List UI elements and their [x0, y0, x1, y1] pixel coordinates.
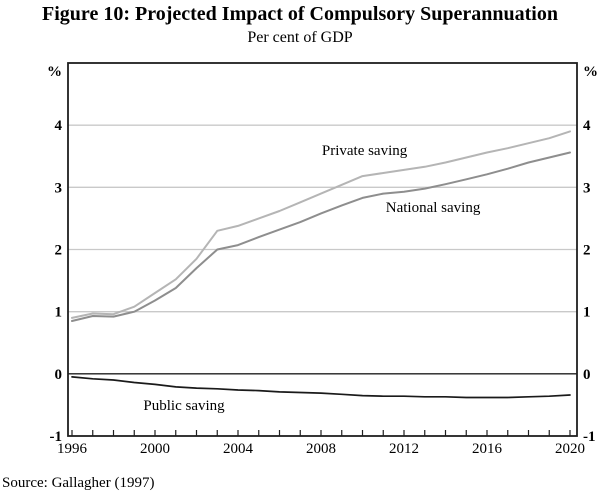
y-axis-label-right--1: -1 [583, 429, 596, 445]
series-line-private-saving [71, 130, 571, 319]
x-axis-label-2000: 2000 [140, 441, 170, 457]
y-axis-label-right-0: 0 [583, 367, 591, 383]
x-axis-label-2008: 2008 [306, 441, 336, 457]
figure-subtitle: Per cent of GDP [247, 29, 353, 46]
y-axis-unit-right: % [583, 64, 598, 80]
y-axis-unit-left: % [47, 64, 62, 80]
y-axis-label-left--1: -1 [50, 429, 63, 445]
x-axis-label-1996: 1996 [57, 441, 88, 457]
x-axis-label-2020: 2020 [555, 441, 585, 457]
y-axis-label-left-3: 3 [55, 180, 63, 196]
y-axis-label-left-0: 0 [55, 367, 63, 383]
y-axis-label-left-1: 1 [55, 305, 63, 321]
y-axis-label-right-3: 3 [583, 180, 591, 196]
x-axis-label-2004: 2004 [223, 441, 254, 457]
series-label-public-saving: Public saving [143, 398, 225, 414]
y-axis-label-left-2: 2 [55, 243, 63, 259]
x-axis-label-2012: 2012 [389, 441, 419, 457]
source-note: Source: Gallagher (1997) [2, 475, 155, 491]
series-line-national-saving [71, 151, 571, 322]
y-axis-label-left-4: 4 [55, 118, 63, 134]
y-axis-label-right-1: 1 [583, 305, 591, 321]
y-axis-label-right-2: 2 [583, 243, 591, 259]
series-line-public-saving [71, 376, 571, 399]
series-label-private-saving: Private saving [322, 143, 408, 159]
figure-title: Figure 10: Projected Impact of Compulsor… [42, 3, 558, 25]
plot-frame [67, 62, 578, 437]
x-axis-label-2016: 2016 [472, 441, 503, 457]
y-axis-label-right-4: 4 [583, 118, 591, 134]
series-label-national-saving: National saving [386, 200, 481, 216]
